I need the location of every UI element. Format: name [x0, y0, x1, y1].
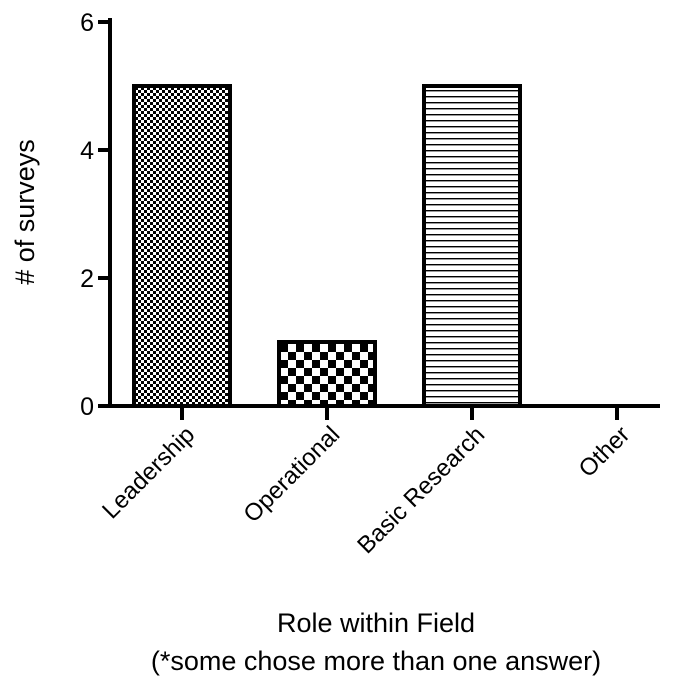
y-tick-label: 0 [80, 393, 94, 421]
x-tick-label-other: Other [574, 421, 636, 483]
bar-leadership [132, 84, 232, 408]
y-tick-label: 2 [80, 265, 94, 293]
y-tick-label: 4 [80, 137, 94, 165]
y-axis-label: # of surveys [10, 139, 40, 285]
x-tick-label-basic-research: Basic Research [352, 421, 490, 559]
x-tick-label-operational: Operational [238, 421, 345, 528]
x-axis-note: (*some chose more than one answer) [151, 646, 601, 676]
x-tick-label-leadership: Leadership [97, 421, 200, 524]
bars-group [132, 84, 522, 408]
x-ticks-group: Leadership Operational Basic Research Other [97, 406, 635, 559]
y-ticks-group: 0 2 4 6 [80, 9, 110, 421]
bar-basic-research [422, 84, 522, 408]
y-tick-label: 6 [80, 9, 94, 37]
bar-operational [277, 340, 377, 408]
x-axis-label: Role within Field [277, 608, 475, 638]
